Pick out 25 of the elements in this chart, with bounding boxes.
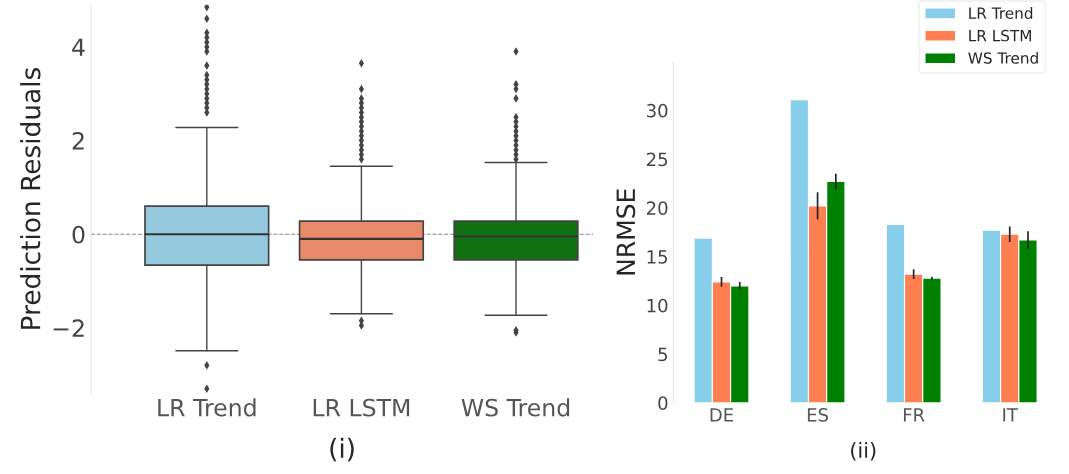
y-tick-label: 10 [647,298,668,313]
x-tick-label: ES [807,408,829,422]
x-tick-label: IT [1003,408,1018,422]
legend-label: LR Trend [969,7,1033,19]
y-tick-label: 0 [658,396,668,411]
y-tick-label: 0 [72,225,85,244]
y-tick-label: 4 [72,38,85,56]
x-tick-label: LR Trend [158,398,256,417]
y-tick-label: 5 [658,347,668,362]
legend-label: LR LSTM [969,29,1031,42]
y-axis-title: NRMSE [616,189,636,275]
y-tick-label: −2 [53,319,84,337]
x-tick-label: DE [710,408,734,422]
y-axis-title: Prediction Residuals [20,68,41,329]
y-tick-label: 25 [646,152,668,167]
y-tick-label: 15 [647,250,668,264]
x-tick-label: LR LSTM [313,398,410,417]
x-tick-label: WS Trend [461,398,570,417]
y-tick-label: 30 [647,103,668,118]
x-axis-title: (i) [330,437,354,462]
x-axis-title: (ii) [851,441,876,461]
y-tick-label: 2 [72,131,84,150]
x-tick-label: FR [903,408,925,422]
legend-label: WS Trend [968,51,1038,64]
y-tick-label: 20 [646,201,668,215]
